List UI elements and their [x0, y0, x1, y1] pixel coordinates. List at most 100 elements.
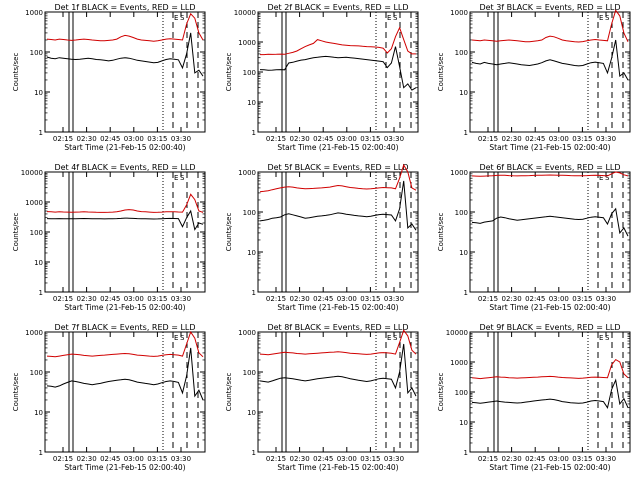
plot-panel: Det 2f BLACK = Events, RED = LLD 1 10 100 10…	[225, 3, 419, 152]
marker-label-e: E	[599, 14, 603, 22]
x-tick-label: 02:30	[502, 295, 522, 303]
x-axis-label: Start Time (21-Feb-15 02:00:40)	[277, 463, 398, 472]
y-tick-label: 10	[247, 409, 256, 417]
series-line-lld	[46, 330, 204, 358]
x-tick-label: 03:30	[596, 455, 616, 463]
plot-title: Det 7f BLACK = Events, RED = LLD	[54, 323, 195, 332]
plot-panel: Det 8f BLACK = Events, RED = LLD 1 10 100 10…	[225, 323, 419, 472]
marker-label-s: S	[605, 14, 610, 22]
series-line-events	[46, 209, 204, 231]
x-tick-label: 03:15	[360, 295, 380, 303]
y-tick-label: 10	[34, 259, 43, 267]
x-axis-label: Start Time (21-Feb-15 02:00:40)	[489, 143, 610, 152]
plot-title: Det 8f BLACK = Events, RED = LLD	[267, 323, 408, 332]
x-tick-label: 03:15	[147, 135, 167, 143]
series-line-events	[46, 347, 204, 401]
y-axis-label: Counts/sec	[225, 373, 233, 412]
x-tick-label: 02:45	[313, 455, 333, 463]
x-tick-label: 03:30	[171, 455, 191, 463]
marker-label-e: E	[387, 174, 391, 182]
marker-label-s: S	[393, 174, 398, 182]
x-axis-label: Start Time (21-Feb-15 02:00:40)	[489, 463, 610, 472]
y-tick-label: 100	[243, 69, 256, 77]
x-tick-label: 02:30	[290, 455, 310, 463]
y-tick-label: 1	[39, 289, 43, 297]
x-tick-label: 02:30	[290, 295, 310, 303]
x-tick-label: 02:15	[478, 455, 498, 463]
series-line-lld	[259, 163, 417, 193]
y-tick-label: 1	[252, 449, 256, 457]
y-tick-label: 100	[30, 229, 43, 237]
marker-label-e: E	[387, 334, 391, 342]
marker-label-s: S	[605, 174, 610, 182]
x-tick-label: 03:30	[384, 455, 404, 463]
marker-label-e: E	[174, 334, 178, 342]
y-tick-label: 10000	[446, 329, 468, 337]
x-tick-label: 02:15	[478, 135, 498, 143]
y-tick-label: 10000	[21, 169, 43, 177]
marker-label-e: E	[174, 14, 178, 22]
plot-title: Det 5f BLACK = Events, RED = LLD	[267, 163, 408, 172]
y-tick-label: 1	[252, 129, 256, 137]
series-line-events	[259, 46, 417, 91]
x-tick-label: 02:45	[525, 295, 545, 303]
x-tick-label: 02:45	[100, 455, 120, 463]
marker-label-s: S	[180, 334, 185, 342]
y-tick-label: 1	[39, 129, 43, 137]
y-tick-label: 10	[34, 89, 43, 97]
x-tick-label: 03:00	[549, 455, 569, 463]
x-tick-label: 03:15	[147, 295, 167, 303]
x-tick-label: 03:00	[549, 135, 569, 143]
plot-frame	[469, 11, 631, 133]
plot-title: Det 1f BLACK = Events, RED = LLD	[54, 3, 195, 12]
x-tick-label: 03:15	[572, 295, 592, 303]
plot-panel: Det 6f BLACK = Events, RED = LLD 1 10 100 10…	[437, 163, 631, 312]
y-axis-label: Counts/sec	[437, 373, 445, 412]
y-tick-label: 1000	[25, 9, 43, 17]
y-axis-label: Counts/sec	[12, 373, 20, 412]
y-tick-label: 100	[243, 369, 256, 377]
marker-label-e: E	[174, 174, 178, 182]
y-tick-label: 10	[247, 249, 256, 257]
plot-panel: Det 1f BLACK = Events, RED = LLD 1 10 100 10…	[12, 3, 206, 152]
x-tick-label: 02:30	[77, 295, 97, 303]
series-line-lld	[46, 12, 204, 42]
y-tick-label: 10	[34, 409, 43, 417]
y-tick-label: 1000	[450, 169, 468, 177]
x-tick-label: 03:30	[171, 135, 191, 143]
y-axis-label: Counts/sec	[12, 213, 20, 252]
y-tick-label: 100	[30, 49, 43, 57]
x-axis-label: Start Time (21-Feb-15 02:00:40)	[489, 303, 610, 312]
x-tick-label: 02:30	[502, 135, 522, 143]
plot-title: Det 6f BLACK = Events, RED = LLD	[479, 163, 620, 172]
plot-panel: Det 4f BLACK = Events, RED = LLD 1 10 100 10…	[12, 163, 206, 312]
y-tick-label: 10000	[234, 9, 256, 17]
y-axis-label: Counts/sec	[225, 213, 233, 252]
y-tick-label: 10	[459, 89, 468, 97]
y-tick-label: 1	[39, 449, 43, 457]
y-tick-label: 1000	[25, 199, 43, 207]
x-tick-label: 02:30	[77, 135, 97, 143]
x-axis-label: Start Time (21-Feb-15 02:00:40)	[277, 143, 398, 152]
series-line-events	[471, 39, 629, 81]
y-tick-label: 1	[464, 449, 468, 457]
series-line-lld	[471, 9, 629, 43]
y-tick-label: 1	[464, 129, 468, 137]
x-tick-label: 02:45	[525, 135, 545, 143]
y-tick-label: 1000	[238, 329, 256, 337]
x-tick-label: 02:15	[478, 295, 498, 303]
y-tick-label: 100	[455, 209, 468, 217]
marker-label-e: E	[599, 174, 603, 182]
x-tick-label: 02:15	[266, 295, 286, 303]
x-tick-label: 02:45	[100, 295, 120, 303]
y-tick-label: 1000	[25, 329, 43, 337]
x-tick-label: 03:15	[360, 135, 380, 143]
x-tick-label: 03:30	[171, 295, 191, 303]
series-line-lld	[259, 329, 417, 356]
y-tick-label: 1	[464, 289, 468, 297]
x-tick-label: 03:15	[360, 455, 380, 463]
x-tick-label: 03:15	[572, 135, 592, 143]
y-tick-label: 100	[455, 389, 468, 397]
y-tick-label: 1000	[450, 9, 468, 17]
